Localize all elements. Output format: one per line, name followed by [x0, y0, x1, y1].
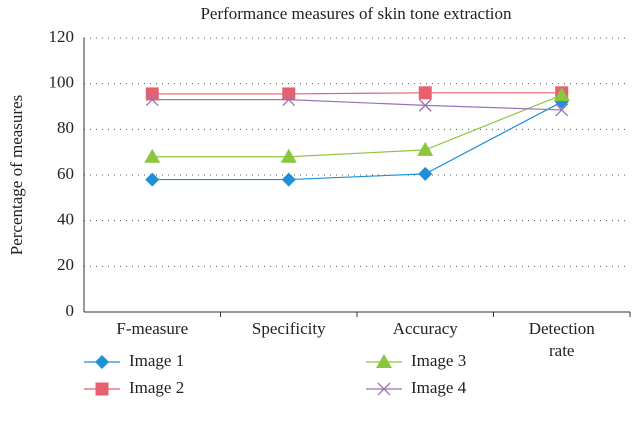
x-tick-label: Detection rate — [528, 319, 595, 360]
marker — [282, 93, 296, 107]
y-tick-label: 20 — [57, 255, 74, 274]
chart-title: Performance measures of skin tone extrac… — [200, 4, 512, 23]
y-axis-label: Percentage of measures — [7, 95, 26, 255]
marker — [376, 354, 392, 368]
marker — [145, 87, 159, 101]
marker — [280, 148, 297, 163]
marker — [377, 382, 391, 396]
marker — [418, 166, 433, 181]
series-line — [152, 99, 562, 111]
y-tick-label: 120 — [49, 27, 75, 46]
legend-label: Image 4 — [411, 378, 467, 397]
marker — [144, 148, 161, 163]
x-tick-label-box: Accuracy — [392, 319, 458, 338]
marker — [145, 172, 160, 187]
marker — [418, 98, 432, 112]
marker — [95, 382, 109, 396]
marker — [282, 87, 296, 101]
legend-label: Image 1 — [129, 351, 184, 370]
series-line — [152, 94, 562, 158]
marker — [145, 93, 159, 107]
marker — [417, 141, 434, 156]
legend-label: Image 2 — [129, 378, 184, 397]
series-line — [152, 92, 562, 95]
y-tick-label: 40 — [57, 210, 74, 229]
y-tick-label: 0 — [66, 301, 75, 320]
y-tick-label: 80 — [57, 118, 74, 137]
legend-label: Image 3 — [411, 351, 466, 370]
y-tick-label: 100 — [49, 73, 75, 92]
x-tick-label: Specificity — [251, 319, 326, 338]
x-tick-label-box: F-measure — [116, 319, 189, 338]
marker — [281, 172, 296, 187]
x-tick-label-box: Detection rate — [528, 319, 595, 360]
series-line — [152, 101, 563, 181]
x-tick-label: F-measure — [116, 319, 189, 338]
marker — [418, 86, 432, 100]
marker — [553, 87, 570, 102]
x-tick-label: Accuracy — [392, 319, 458, 338]
y-tick-label: 60 — [57, 164, 74, 183]
x-tick-label-box: Specificity — [251, 319, 326, 338]
marker — [95, 355, 109, 369]
marker — [555, 103, 569, 117]
